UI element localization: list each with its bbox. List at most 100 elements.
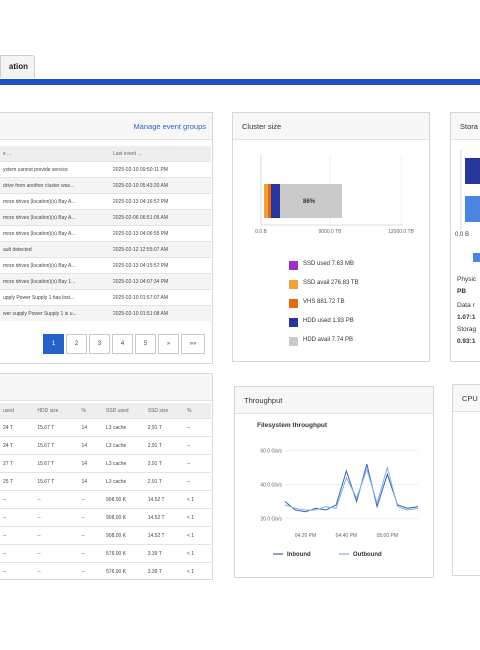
page-button-5[interactable]: 5 — [135, 334, 156, 354]
table-row[interactable]: 24 T 15.67 T 14 L3 cache 2.91 T -- — [0, 436, 211, 455]
table-row[interactable]: wer supply Power Supply 1 is u... 2025-02… — [0, 305, 211, 321]
column-header[interactable]: % — [78, 403, 104, 419]
y-tick-label: 20.0 Gb/s — [260, 517, 282, 523]
table-cell: 14.52 T — [144, 526, 184, 545]
table-row[interactable]: more drives (location)(s) Bay A... 2025-0… — [0, 209, 211, 226]
cpu-header: CPU — [453, 385, 480, 412]
axis-tick-2: 12000.0 TB — [388, 229, 414, 235]
table-row[interactable]: 25 T 15.67 T 14 L3 cache 2.91 T -- — [0, 472, 211, 491]
column-header-event[interactable]: e ... — [0, 146, 110, 162]
table-cell: 2.91 T — [144, 418, 184, 437]
table-row[interactable]: -- -- -- 908.00 K 14.52 T < 1 — [0, 490, 211, 509]
table-cell: 14.52 T — [144, 508, 184, 527]
page-button-4[interactable]: 4 — [112, 334, 133, 354]
storage-table-header — [0, 374, 212, 401]
events-table: e ... Last event ... ystem cannot provid… — [0, 146, 211, 321]
storage-line-2: Data r — [457, 302, 475, 309]
table-cell: 14.52 T — [144, 490, 184, 509]
column-header[interactable]: SSD used — [103, 403, 145, 419]
throughput-chart-title: Filesystem throughput — [257, 422, 328, 429]
table-row[interactable]: ystem cannot provide service 2025-02-10 0… — [0, 161, 211, 178]
table-cell: -- — [0, 490, 35, 509]
x-tick-label: 04:40 PM — [336, 533, 357, 539]
table-row[interactable]: ault detected 2025-02-12 12:55:07 AM — [0, 241, 211, 258]
legend-label: HDD used 1.93 PB — [303, 318, 354, 324]
cluster-size-panel: Cluster size 86% 0.0 B 9000.0 TB 12000.0… — [232, 112, 430, 362]
y-tick-label: 40.0 Gb/s — [260, 483, 282, 489]
throughput-chart: 60.0 Gb/s 40.0 Gb/s 20.0 Gb/s 04:20 PM 04:40… — [260, 449, 419, 558]
events-panel-header: Manage event groups — [0, 113, 212, 140]
legend-item: SSD used 7.63 MB — [289, 261, 354, 271]
legend-item: VHS 881.72 TB — [289, 299, 345, 309]
table-row[interactable]: -- -- -- 576.00 K 3.39 T < 1 — [0, 544, 211, 563]
storage-table-panel: used HDD size% SSD used SSD size% 24 T 15.67… — [0, 373, 213, 580]
table-row[interactable]: drive from another cluster was... 2025-02… — [0, 177, 211, 194]
table-cell: -- — [34, 544, 79, 563]
column-header[interactable]: used — [0, 403, 35, 419]
storage-line-0: Physic — [457, 276, 477, 283]
axis-tick-1: 9000.0 TB — [319, 229, 343, 235]
table-cell: 15.67 T — [34, 472, 79, 491]
table-row[interactable]: 27 T 15.67 T 14 L3 cache 2.91 T -- — [0, 454, 211, 473]
y-tick-label: 60.0 Gb/s — [260, 449, 282, 455]
table-row[interactable]: -- -- -- 908.00 K 14.52 T < 1 — [0, 508, 211, 527]
table-row[interactable]: more drives (location)(s) Bay A... 2025-0… — [0, 225, 211, 242]
column-header[interactable]: SSD size — [144, 403, 184, 419]
legend-label: VHS 881.72 TB — [303, 299, 345, 305]
table-row[interactable]: -- -- -- 908.00 K 14.52 T < 1 — [0, 526, 211, 545]
page-button-2[interactable]: 2 — [66, 334, 87, 354]
storage-chart — [460, 150, 480, 230]
storage-axis-label: 0.0 B — [455, 232, 470, 238]
table-cell: L3 cache — [103, 418, 145, 437]
table-cell: -- — [0, 526, 35, 545]
event-description: more drives (location)(s) Bay A... — [0, 193, 110, 210]
tab-configuration[interactable]: ation — [0, 55, 35, 78]
event-timestamp: 2025-02-13 04:15:57 PM — [110, 257, 211, 274]
table-cell: 14 — [78, 436, 104, 455]
table-row[interactable]: more drives (location)(s) Bay A... 2025-0… — [0, 257, 211, 274]
column-header-last-event[interactable]: Last event ... — [110, 146, 211, 162]
table-cell: < 1 — [183, 490, 211, 509]
table-cell: -- — [183, 418, 211, 437]
page-button-3[interactable]: 3 — [89, 334, 110, 354]
page-button-last[interactable]: »» — [181, 334, 205, 354]
table-cell: -- — [0, 544, 35, 563]
table-cell: 27 T — [0, 454, 35, 473]
table-cell: 25 T — [0, 472, 35, 491]
table-cell: 908.00 K — [103, 526, 145, 545]
legend-label: Inbound — [287, 552, 311, 558]
column-header[interactable]: % — [183, 403, 211, 419]
table-cell: 2.91 T — [144, 454, 184, 473]
bar-segment-ssd-avail — [264, 184, 268, 218]
legend-swatch — [289, 299, 298, 308]
throughput-header: Throughput — [235, 387, 433, 414]
event-description: wer supply Power Supply 1 is u... — [0, 305, 110, 321]
cluster-size-header: Cluster size — [233, 113, 429, 140]
page-button-1[interactable]: 1 — [43, 334, 64, 354]
event-description: drive from another cluster was... — [0, 177, 110, 194]
manage-event-groups-link[interactable]: Manage event groups — [133, 122, 206, 131]
legend-item: HDD used 1.93 PB — [289, 318, 354, 328]
page-button-next[interactable]: » — [158, 334, 179, 354]
event-description: more drives (location)(s) Bay 1... — [0, 273, 110, 290]
table-row[interactable]: upply Power Supply 1 has lost... 2025-02-… — [0, 289, 211, 306]
column-header[interactable]: HDD size — [34, 403, 79, 419]
table-row[interactable]: more drives (location)(s) Bay 1... 2025-0… — [0, 273, 211, 290]
storage-line-5: 0.93:1 — [457, 338, 476, 345]
events-panel: Manage event groups e ... Last event ...… — [0, 112, 213, 364]
table-cell: 3.39 T — [144, 562, 184, 580]
table-row[interactable]: -- -- -- 576.00 K 3.39 T < 1 — [0, 562, 211, 580]
table-cell: -- — [34, 508, 79, 527]
table-cell: 3.39 T — [144, 544, 184, 563]
storage-table: used HDD size% SSD used SSD size% 24 T 15.67… — [0, 403, 211, 580]
legend-swatch — [289, 318, 298, 327]
bar-segment-hdd-avail — [280, 184, 342, 218]
table-cell: 14 — [78, 454, 104, 473]
table-row[interactable]: more drives (location)(s) Bay A... 2025-0… — [0, 193, 211, 210]
table-row[interactable]: 24 T 15.67 T 14 L3 cache 2.91 T -- — [0, 418, 211, 437]
event-timestamp: 2025-02-10 09:50:11 PM — [110, 161, 211, 178]
table-cell: < 1 — [183, 526, 211, 545]
table-cell: -- — [78, 490, 104, 509]
cpu-title: CPU — [462, 394, 478, 403]
table-cell: 908.00 K — [103, 490, 145, 509]
